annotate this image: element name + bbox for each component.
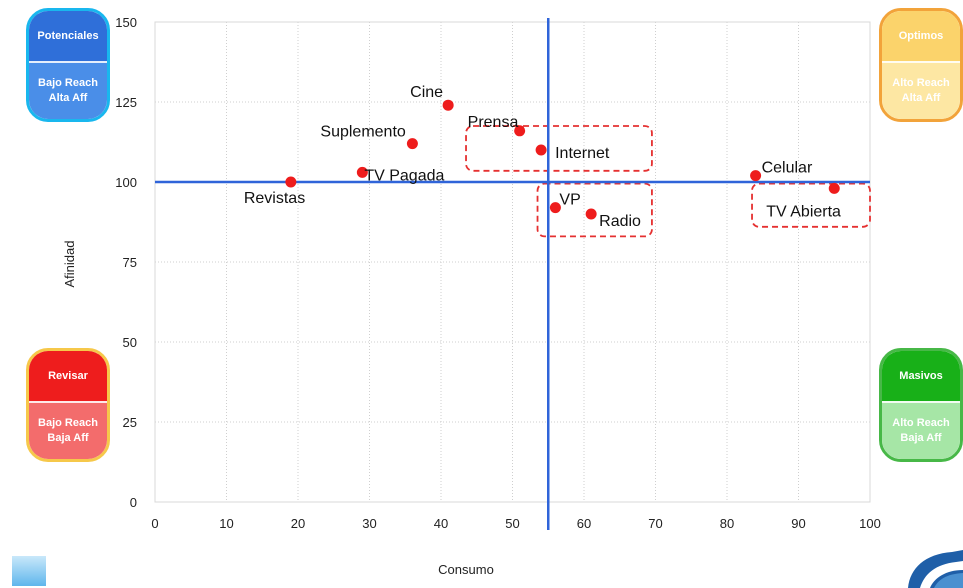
y-tick-label: 100 xyxy=(115,175,137,190)
badge-title: Optimos xyxy=(882,11,960,61)
badge-detail: Bajo Reach Baja Aff xyxy=(29,400,107,459)
point-label: Celular xyxy=(762,160,813,177)
point-label: TV Pagada xyxy=(364,167,444,184)
highlight-boxes xyxy=(465,125,871,238)
badge-line-aff: Baja Aff xyxy=(900,431,942,444)
x-axis-title: Consumo xyxy=(438,562,494,577)
point-label: Prensa xyxy=(468,114,519,131)
point-label: Cine xyxy=(410,84,443,101)
data-point xyxy=(549,202,561,214)
quadrant-badge-masivos: Masivos Alto Reach Baja Aff xyxy=(879,348,963,462)
highlight-group-box xyxy=(536,182,653,238)
highlight-group-box xyxy=(751,182,871,228)
chart-grid xyxy=(154,21,871,503)
point-label: TV Abierta xyxy=(766,203,841,220)
highlight-group-box xyxy=(465,125,653,172)
decorative-square-icon xyxy=(12,556,46,586)
badge-line-reach: Alto Reach xyxy=(892,416,950,429)
plot-frame xyxy=(154,21,871,503)
point-label: VP xyxy=(559,192,580,209)
y-tick-label: 50 xyxy=(123,335,137,350)
y-tick-label: 25 xyxy=(123,415,137,430)
quadrant-badge-optimos: Optimos Alto Reach Alta Aff xyxy=(879,8,963,122)
x-tick-label: 70 xyxy=(648,516,662,531)
data-point xyxy=(406,138,418,150)
reference-lines xyxy=(155,18,870,530)
y-axis-title: Afinidad xyxy=(62,241,77,288)
data-point xyxy=(356,166,368,178)
badge-line-reach: Bajo Reach xyxy=(38,76,98,89)
badge-line-reach: Alto Reach xyxy=(892,76,950,89)
data-point xyxy=(585,208,597,220)
point-label: Internet xyxy=(555,145,610,162)
tick-labels: 0 10 20 30 40 50 60 70 80 90 100 0 25 50 75 100 125 150 xyxy=(115,15,881,531)
x-tick-label: 30 xyxy=(362,516,376,531)
badge-line-reach: Bajo Reach xyxy=(38,416,98,429)
y-tick-label: 125 xyxy=(115,95,137,110)
badge-detail: Alto Reach Baja Aff xyxy=(882,400,960,459)
data-point xyxy=(750,170,762,182)
data-point xyxy=(285,176,297,188)
data-point xyxy=(828,182,840,194)
data-point xyxy=(535,144,547,156)
data-points: Cine Suplemento TV Pagada Revistas Prensa Int… xyxy=(244,84,841,230)
x-tick-label: 90 xyxy=(791,516,805,531)
x-tick-label: 40 xyxy=(434,516,448,531)
y-tick-label: 150 xyxy=(115,15,137,30)
badge-detail: Bajo Reach Alta Aff xyxy=(29,60,107,119)
quadrant-badge-revisar: Revisar Bajo Reach Baja Aff xyxy=(26,348,110,462)
badge-detail: Alto Reach Alta Aff xyxy=(882,60,960,119)
x-tick-label: 80 xyxy=(720,516,734,531)
data-point xyxy=(514,125,526,137)
badge-title: Revisar xyxy=(29,351,107,401)
point-label: Suplemento xyxy=(320,124,405,141)
company-logo-icon xyxy=(908,550,963,588)
x-tick-label: 0 xyxy=(151,516,158,531)
x-tick-label: 10 xyxy=(219,516,233,531)
y-tick-label: 75 xyxy=(123,255,137,270)
badge-title: Potenciales xyxy=(29,11,107,61)
badge-line-aff: Alta Aff xyxy=(901,91,941,104)
x-tick-label: 20 xyxy=(291,516,305,531)
quadrant-badge-potenciales: Potenciales Bajo Reach Alta Aff xyxy=(26,8,110,122)
badge-line-aff: Baja Aff xyxy=(47,431,89,444)
badge-title: Masivos xyxy=(882,351,960,401)
point-label: Revistas xyxy=(244,190,305,207)
x-tick-label: 100 xyxy=(859,516,881,531)
x-tick-label: 60 xyxy=(577,516,591,531)
x-tick-label: 50 xyxy=(505,516,519,531)
badge-line-aff: Alta Aff xyxy=(48,91,88,104)
point-label: Radio xyxy=(599,213,641,230)
y-tick-label: 0 xyxy=(130,495,137,510)
data-point xyxy=(442,99,454,111)
